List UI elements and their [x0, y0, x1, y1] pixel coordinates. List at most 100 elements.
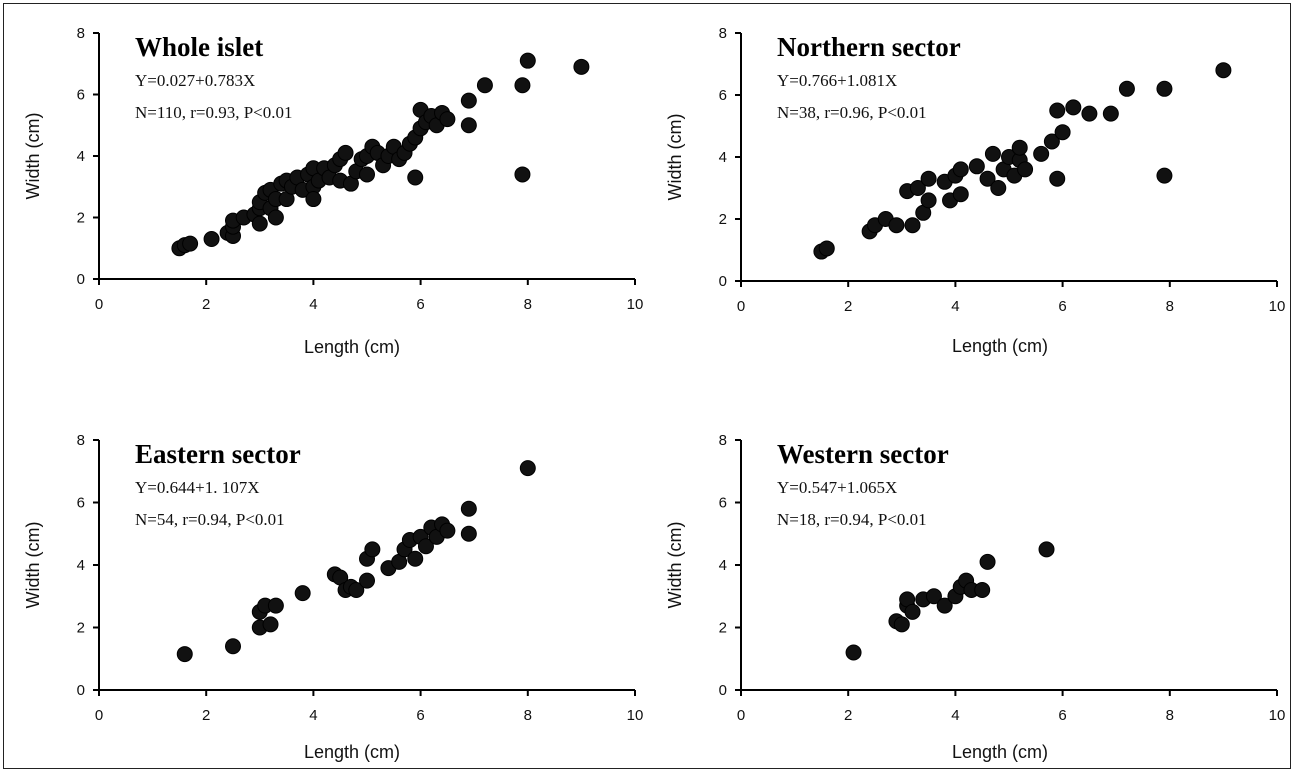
x-tick-label: 10 [1269, 707, 1286, 724]
x-tick-label: 4 [951, 707, 959, 724]
y-axis-title: Width (cm) [23, 522, 43, 609]
data-point [936, 597, 953, 614]
y-tick-label: 6 [719, 87, 727, 104]
data-point [1065, 99, 1082, 116]
panel-title: Northern sector [777, 32, 961, 62]
data-point [845, 644, 862, 661]
data-point [305, 191, 322, 208]
data-point [1156, 167, 1173, 184]
data-point [182, 235, 199, 252]
data-point [1049, 102, 1066, 119]
data-point [514, 166, 531, 183]
data-point [1118, 80, 1135, 97]
data-point [818, 240, 835, 257]
y-tick-label: 4 [77, 148, 85, 165]
data-point [1215, 62, 1232, 79]
x-tick-label: 2 [844, 707, 852, 724]
regression-annotation: N=18, r=0.94, P<0.01 [777, 510, 927, 529]
x-tick-label: 0 [737, 707, 745, 724]
panel-title: Whole islet [135, 32, 263, 62]
regression-annotation: Y=0.644+1. 107X [135, 478, 259, 497]
y-tick-label: 0 [719, 682, 727, 699]
data-point [225, 638, 241, 655]
data-point [417, 538, 434, 555]
x-tick-label: 8 [524, 296, 532, 313]
y-tick-label: 8 [719, 25, 727, 42]
data-point [1054, 124, 1071, 141]
data-point [439, 522, 456, 539]
data-point [359, 572, 375, 589]
data-point [979, 170, 996, 187]
data-point [460, 117, 477, 134]
figure-frame [3, 3, 1291, 769]
data-point [294, 585, 311, 602]
data-point [974, 582, 991, 598]
y-tick-label: 8 [77, 25, 85, 42]
data-point [979, 553, 996, 570]
data-point [920, 170, 937, 187]
y-tick-label: 0 [77, 682, 85, 699]
panels: 0 2 4 6 8 10 0 2 4 6 8 Length (cm) Width (cm) Whole i… [23, 25, 1285, 762]
data-point [460, 500, 477, 517]
x-tick-label: 4 [951, 298, 959, 315]
data-point [337, 144, 354, 161]
x-tick-label: 6 [1058, 298, 1066, 315]
data-point [519, 460, 536, 477]
data-point [904, 217, 921, 234]
x-tick-label: 8 [1166, 707, 1174, 724]
data-point [1033, 145, 1050, 162]
data-point [359, 166, 375, 183]
x-tick-label: 2 [844, 298, 852, 315]
data-point [476, 77, 493, 94]
data-point [925, 588, 942, 605]
x-axis-title: Length (cm) [304, 742, 400, 762]
data-point [1049, 170, 1066, 187]
data-point [519, 52, 536, 69]
y-tick-label: 4 [77, 557, 85, 574]
regression-annotation: N=110, r=0.93, P<0.01 [135, 103, 293, 122]
data-point [348, 582, 365, 598]
x-tick-label: 10 [1269, 298, 1286, 315]
data-point [909, 180, 926, 196]
data-point [573, 58, 590, 75]
regression-annotation: N=38, r=0.96, P<0.01 [777, 103, 927, 122]
x-tick-label: 6 [416, 707, 424, 724]
x-tick-label: 0 [95, 296, 103, 313]
x-tick-label: 0 [737, 298, 745, 315]
data-point [364, 541, 381, 558]
y-tick-label: 8 [77, 432, 85, 449]
data-point [514, 77, 531, 94]
chart-panel-4: 0 2 4 6 8 10 0 2 4 6 8 Length (cm) Width (cm) Western… [665, 432, 1285, 762]
data-point [1017, 161, 1034, 178]
data-point [1043, 133, 1060, 150]
x-tick-label: 2 [202, 707, 210, 724]
regression-annotation: N=54, r=0.94, P<0.01 [135, 510, 285, 529]
chart-panel-2: 0 2 4 6 8 10 0 2 4 6 8 Length (cm) Width (cm) Norther… [665, 25, 1285, 356]
x-axis-title: Length (cm) [304, 337, 400, 357]
x-tick-label: 6 [416, 296, 424, 313]
data-point [267, 597, 284, 614]
data-points [813, 62, 1232, 260]
data-point [1011, 139, 1028, 156]
regression-annotation: Y=0.766+1.081X [777, 71, 897, 90]
data-point [439, 111, 456, 128]
data-point [984, 145, 1001, 162]
y-tick-label: 0 [719, 273, 727, 290]
x-axis-title: Length (cm) [952, 742, 1048, 762]
y-tick-label: 6 [77, 87, 85, 104]
x-tick-label: 8 [1166, 298, 1174, 315]
data-point [203, 231, 220, 248]
x-tick-label: 10 [627, 707, 644, 724]
data-point [990, 180, 1007, 196]
y-axis-title: Width (cm) [23, 113, 43, 200]
x-tick-label: 4 [309, 296, 317, 313]
data-point [460, 92, 477, 109]
y-tick-label: 2 [719, 620, 727, 637]
data-point [1156, 80, 1173, 97]
data-point [920, 192, 937, 209]
data-point [262, 616, 279, 633]
y-tick-label: 2 [77, 620, 85, 637]
panel-title: Eastern sector [135, 439, 301, 469]
data-point [1102, 105, 1119, 122]
